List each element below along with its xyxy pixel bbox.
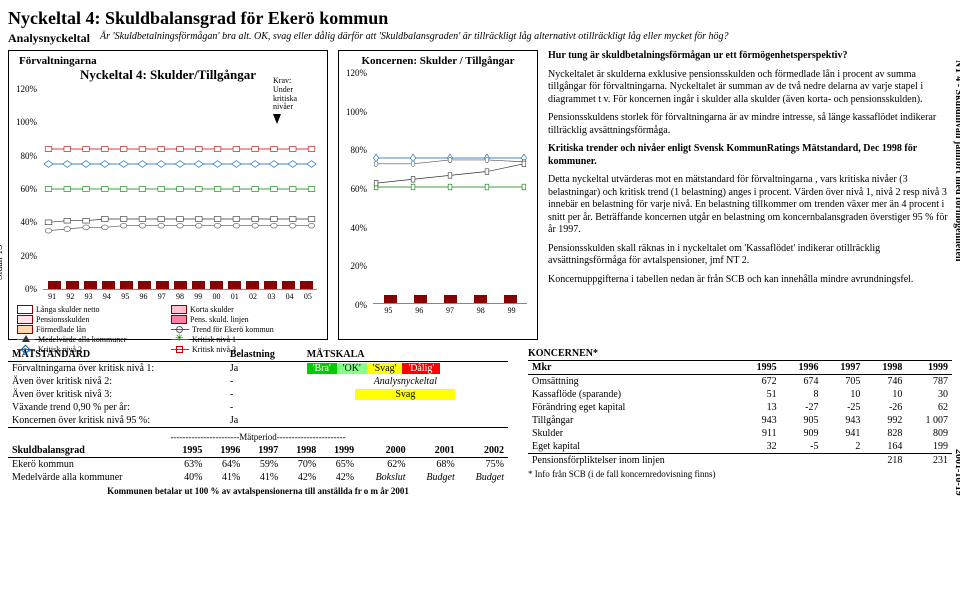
koncern-title: KONCERNEN* (528, 348, 952, 361)
koncern-table: Mkr19951996199719981999Omsättning6726747… (528, 361, 952, 467)
subtitle-question: Är 'Skuldbetalningsförmågan' bra alt. OK… (100, 31, 729, 46)
matskala: 'Bra''OK''Svag''Dålig' (303, 362, 508, 376)
koncern-note: * Info från SCB (i de fall koncernredovi… (528, 469, 952, 479)
footer-note: Kommunen betalar ut 100 % av avtalspensi… (8, 486, 508, 496)
matperiod-label: -----------------------Mätperiod--------… (8, 432, 508, 442)
side-label-right: NT 4 - Skuldnivån jämfört med förmögenhe… (953, 60, 960, 261)
explanatory-text: Hur tung är skuldbetalningsförmågan ur e… (548, 50, 952, 292)
chart2-body (373, 71, 527, 304)
chart1-legend: Långa skulder nettoKorta skulderPensions… (17, 305, 319, 354)
skuldbalansgrad-table: Skuldbalansgrad1995199619971998199920002… (8, 444, 508, 484)
chart-forvaltningarna: Förvaltningarna Nyckeltal 4: Skulder/Til… (8, 50, 328, 340)
matstandard-table: MÄTSTANDARD Belastning MÄTSKALA Förvaltn… (8, 348, 508, 428)
chart2-title: Koncernen: Skulder / Tillgångar (343, 55, 533, 67)
chart1-header: Förvaltningarna (19, 55, 323, 67)
chart1-body (43, 89, 317, 290)
side-label-left: Sidan 13 (0, 245, 5, 280)
page-title: Nyckeltal 4: Skuldbalansgrad för Ekerö k… (8, 8, 952, 29)
chart-koncernen: Koncernen: Skulder / Tillgångar 0%20%40%… (338, 50, 538, 340)
subtitle-label: Analysnyckeltal (8, 31, 90, 46)
date-right: 2001-10-19 (953, 449, 960, 496)
